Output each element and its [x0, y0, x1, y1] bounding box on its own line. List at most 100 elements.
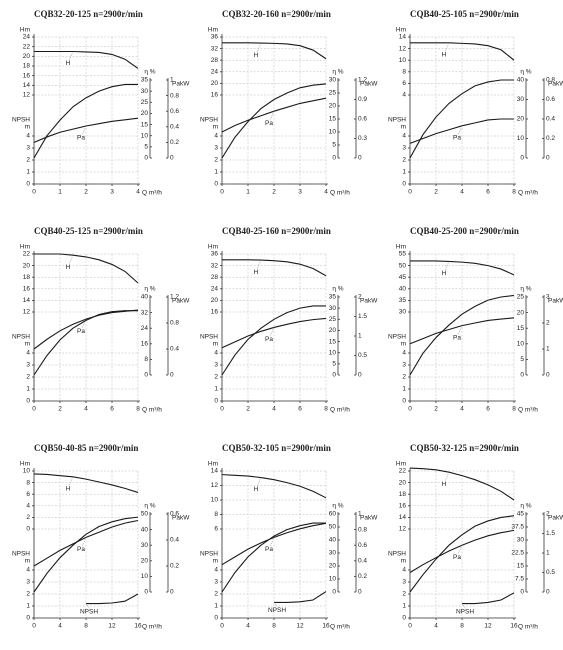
pa-tick-label: 0	[170, 155, 174, 162]
y-tick-label: 35	[399, 297, 407, 304]
leader-line	[269, 537, 275, 547]
eta-tick-label: 20	[329, 563, 337, 570]
curve-label: Pa	[453, 334, 461, 341]
y-tick-label: 2	[26, 514, 30, 521]
x-tick-label: 8	[512, 189, 516, 196]
y-tick-label: 16	[211, 92, 219, 99]
x-tick-label: 16	[134, 623, 142, 630]
y-tick-label: 32	[211, 45, 219, 52]
pa-tick-label: 1	[358, 511, 362, 518]
pa-tick-label: 0	[546, 372, 550, 379]
curve	[221, 474, 327, 499]
pa-tick-label: 0.4	[358, 558, 367, 565]
eta-tick-label: 15	[141, 121, 149, 128]
pa-tick-label: 1.2	[358, 77, 367, 84]
y-tick-label: 4	[26, 567, 30, 574]
x-axis-label: Q m³/h	[330, 624, 350, 631]
x-tick-label: 0	[32, 623, 36, 630]
eta-axis-label: η %	[332, 69, 343, 76]
pa-tick-label: 2	[546, 320, 550, 327]
curve	[409, 79, 514, 159]
pa-tick-label: 0.2	[358, 573, 367, 580]
leader-line	[457, 545, 463, 555]
y-tick-label: 16	[211, 309, 219, 316]
x-tick-label: 16	[322, 623, 330, 630]
eta-tick-label: 20	[141, 110, 149, 117]
y-tick-label: 0	[26, 526, 30, 533]
curve-label: H	[254, 269, 259, 276]
eta-tick-label: 40	[141, 526, 149, 533]
y-tick-label: 20	[399, 479, 407, 486]
y-tick-label: 0	[402, 615, 406, 622]
x-axis-label: Q m³/h	[330, 407, 350, 414]
pa-axis-label: PakW	[172, 515, 190, 522]
npsh-axis-label: NPSH	[200, 334, 218, 341]
eta-tick-label: 20	[517, 116, 525, 123]
y-tick-label: 4	[402, 133, 406, 140]
eta-tick-label: 0	[332, 372, 336, 379]
y-tick-label: 50	[399, 262, 407, 269]
x-tick-label: 3	[298, 189, 302, 196]
eta-tick-label: 50	[329, 524, 337, 531]
chart-title: CQB40-25-160 n=2900r/min	[222, 226, 331, 236]
y-tick-label: 0	[214, 181, 218, 188]
npsh-axis-unit: m	[401, 341, 406, 348]
pa-tick-label: 0.5	[546, 569, 555, 576]
npsh-axis-unit: m	[25, 558, 30, 565]
y-tick-label: 14	[399, 34, 407, 41]
pa-tick-label: 0.2	[170, 563, 179, 570]
curve-label: H	[66, 264, 71, 271]
x-tick-label: 2	[434, 189, 438, 196]
eta-tick-label: 10	[141, 132, 149, 139]
x-axis-label: Q m³/h	[142, 624, 162, 631]
y-tick-label: 40	[399, 286, 407, 293]
y-tick-label: 4	[26, 350, 30, 357]
eta-axis-label: η %	[144, 503, 155, 510]
h-axis-label: Hm	[208, 244, 218, 251]
x-tick-label: 2	[434, 406, 438, 413]
eta-tick-label: 30	[329, 305, 337, 312]
eta-tick-label: 16	[141, 341, 149, 348]
curve	[221, 305, 326, 376]
curve-label: H	[66, 60, 71, 67]
eta-tick-label: 30	[517, 537, 525, 544]
y-tick-label: 1	[26, 603, 30, 610]
y-tick-label: 4	[26, 133, 30, 140]
pa-tick-label: 0.6	[358, 542, 367, 549]
y-tick-label: 3	[214, 362, 218, 369]
y-tick-label: 14	[399, 514, 407, 521]
pa-tick-label: 0	[546, 589, 550, 596]
eta-tick-label: 5	[332, 361, 336, 368]
x-tick-label: 6	[298, 406, 302, 413]
pa-tick-label: 1.5	[358, 313, 367, 320]
pa-tick-label: 0.6	[546, 96, 555, 103]
eta-tick-label: 35	[329, 294, 337, 301]
y-tick-label: 24	[211, 286, 219, 293]
eta-tick-label: 10	[329, 129, 337, 136]
y-tick-label: 1	[402, 603, 406, 610]
curve	[34, 253, 139, 284]
eta-tick-label: 0	[520, 372, 524, 379]
x-tick-label: 1	[246, 189, 250, 196]
x-tick-label: 3	[110, 189, 114, 196]
npsh-axis-label: NPSH	[12, 117, 30, 124]
pa-tick-label: 1	[546, 346, 550, 353]
pa-tick-label: 0.2	[170, 139, 179, 146]
h-axis-label: Hm	[20, 244, 30, 251]
eta-tick-label: 15	[517, 325, 525, 332]
eta-tick-label: 45	[517, 511, 525, 518]
h-axis-label: Hm	[396, 461, 406, 468]
pa-tick-label: 0.5	[358, 352, 367, 359]
pa-tick-label: 0.4	[170, 537, 179, 544]
x-tick-label: 2	[272, 189, 276, 196]
curve-label: NPSH	[456, 608, 474, 615]
pa-tick-label: 0	[546, 155, 550, 162]
y-tick-label: 45	[399, 274, 407, 281]
npsh-axis-label: NPSH	[200, 117, 218, 124]
eta-tick-label: 30	[517, 96, 525, 103]
curve-label: Pa	[77, 546, 85, 553]
x-tick-label: 6	[486, 189, 490, 196]
